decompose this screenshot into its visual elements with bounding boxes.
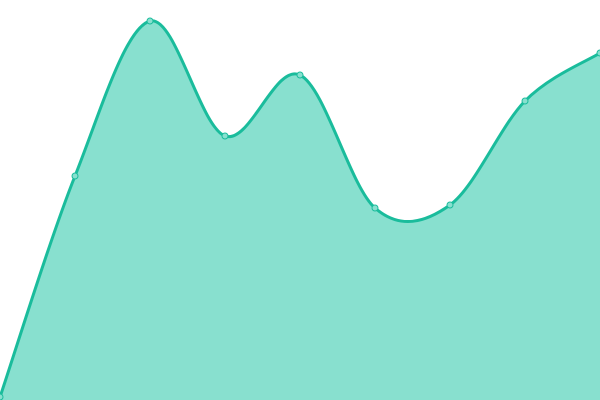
area-fill: [0, 20, 600, 400]
data-point-1: [71, 172, 79, 180]
data-point-4: [296, 71, 304, 79]
data-point-3: [221, 132, 229, 140]
data-point-7: [521, 97, 529, 105]
data-point-6: [446, 201, 454, 209]
data-point-2: [146, 17, 154, 25]
data-point-0: [0, 393, 4, 400]
data-points: [0, 17, 600, 400]
data-point-8: [596, 49, 600, 57]
series-line: [0, 19, 600, 398]
data-point-5: [371, 204, 379, 212]
